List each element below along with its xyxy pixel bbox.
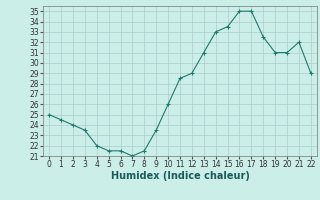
X-axis label: Humidex (Indice chaleur): Humidex (Indice chaleur) <box>111 171 249 181</box>
